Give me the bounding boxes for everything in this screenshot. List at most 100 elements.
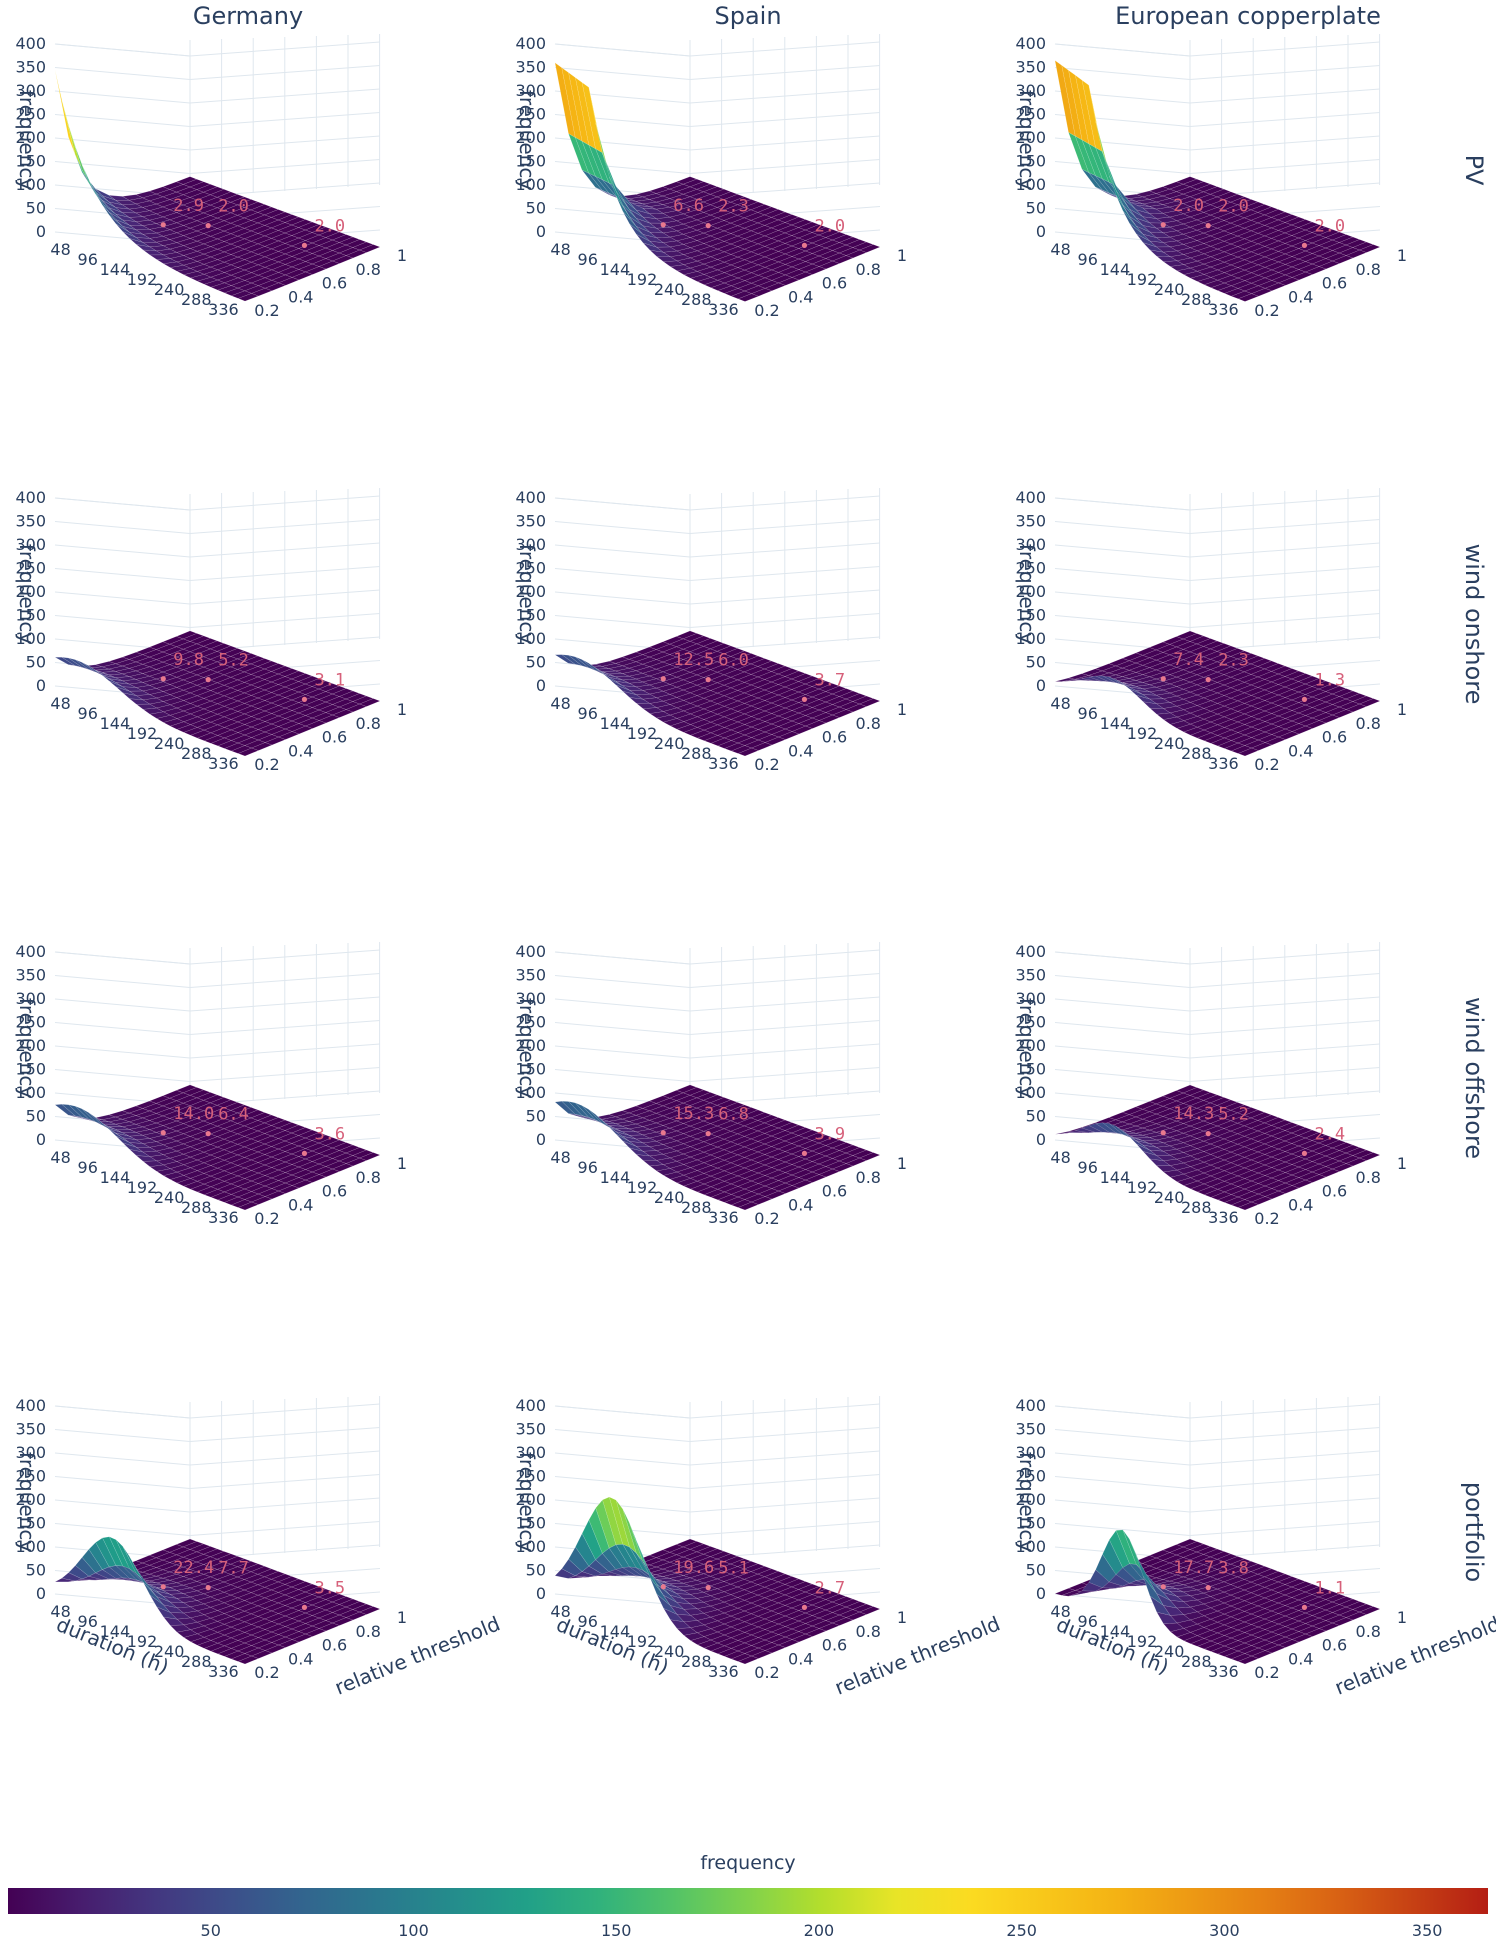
- y-tick-label: 0.8: [856, 1168, 881, 1187]
- x-tick-label: 48: [550, 694, 570, 713]
- panel-wind-onshore-european-copperplate: 0 50 100 150 200 250 300 350 400 frequency 48 96144…: [1015, 488, 1407, 774]
- y-tick-label: 1: [897, 700, 907, 719]
- x-tick-label: 192: [627, 270, 658, 289]
- annotation-marker: [301, 1150, 308, 1156]
- surface-cell: [1359, 1152, 1381, 1161]
- z-tick-label: 50: [526, 1561, 546, 1580]
- annotation-label: 2.4: [1314, 1124, 1345, 1144]
- surface-cell: [859, 698, 881, 707]
- annotation-marker: [660, 222, 666, 228]
- grid-line: [1054, 591, 1191, 605]
- panel-wind-offshore-spain: 0 50 100 150 200 250 300 350 400 frequency 48 96144…: [515, 942, 907, 1228]
- z-tick-label: 150: [1015, 606, 1046, 625]
- column-title-european-copperplate: European copperplate: [1115, 2, 1381, 30]
- x-tick-label: 336: [1208, 1208, 1239, 1227]
- y-tick-label: 0.8: [856, 260, 881, 279]
- y-tick-label: 1: [1397, 700, 1407, 719]
- annotation-label: 2.9: [173, 196, 204, 216]
- z-tick-label: 100: [1015, 1537, 1046, 1556]
- y-tick-label: 0.2: [254, 1209, 279, 1228]
- annotation-label: 17.7: [1173, 1558, 1214, 1578]
- annotation-label: 1.3: [1314, 670, 1345, 690]
- z-tick-label: 300: [15, 535, 46, 554]
- grid-line: [54, 1523, 191, 1536]
- x-tick-label: 48: [550, 240, 570, 259]
- y-tick-label: 1: [397, 1608, 407, 1627]
- x-tick-label: 192: [127, 724, 158, 743]
- x-tick-label: 144: [600, 1622, 631, 1641]
- y-tick-label: 0.8: [1356, 714, 1381, 733]
- annotation-label: 22.4: [173, 1558, 214, 1578]
- annotation-label: 7.7: [218, 1559, 249, 1579]
- y-tick-label: 0.8: [356, 1622, 381, 1641]
- column-title-germany: Germany: [193, 2, 303, 30]
- z-tick-label: 0: [36, 1584, 46, 1603]
- x-tick-label: 192: [1127, 724, 1158, 743]
- panel-pv-germany: 0 50 100 150 200 250 300 350 400 frequency 48 96144…: [15, 34, 407, 320]
- grid-line: [554, 1499, 691, 1513]
- grid-line: [54, 1045, 191, 1059]
- z-tick-label: 0: [36, 676, 46, 695]
- grid-line: [54, 43, 191, 57]
- x-tick-label: 144: [100, 1622, 131, 1641]
- surface-cell: [859, 244, 881, 253]
- grid-line: [54, 975, 191, 988]
- grid-line: [1054, 161, 1191, 174]
- z-tick-label: 50: [26, 199, 46, 218]
- y-tick-label: 0.2: [254, 1663, 279, 1682]
- grid-line: [54, 615, 191, 628]
- z-axis-label: frequency: [515, 544, 539, 644]
- z-tick-label: 350: [515, 58, 546, 77]
- z-tick-label: 400: [1015, 1396, 1046, 1415]
- x-tick-label: 144: [1100, 1622, 1131, 1641]
- z-tick-label: 350: [15, 966, 46, 985]
- z-tick-label: 300: [1015, 1443, 1046, 1462]
- x-tick-label: 240: [654, 734, 685, 753]
- z-tick-label: 150: [515, 606, 546, 625]
- x-tick-label: 336: [208, 754, 239, 773]
- z-tick-label: 150: [15, 152, 46, 171]
- z-tick-label: 250: [515, 105, 546, 124]
- z-tick-label: 0: [1036, 1584, 1046, 1603]
- surface: [1054, 630, 1381, 757]
- z-tick-label: 400: [515, 942, 546, 961]
- grid-line: [554, 568, 691, 581]
- z-tick-label: 300: [515, 81, 546, 100]
- y-tick-label: 1: [397, 700, 407, 719]
- x-tick-label: 48: [50, 694, 70, 713]
- annotation-marker: [1301, 1604, 1308, 1610]
- grid-line: [554, 1452, 691, 1466]
- y-tick-label: 0.8: [356, 1168, 381, 1187]
- grid-line: [1054, 67, 1191, 80]
- panel-pv-spain: 0 50 100 150 200 250 300 350 400 frequency 48 96144…: [515, 34, 907, 320]
- annotation-label: 3.6: [314, 1124, 345, 1144]
- z-tick-label: 200: [15, 1490, 46, 1509]
- annotation-label: 5.2: [218, 651, 249, 671]
- annotation-label: 6.0: [718, 651, 749, 671]
- x-tick-label: 240: [654, 1642, 685, 1661]
- z-tick-label: 250: [1015, 105, 1046, 124]
- surface: [54, 69, 381, 302]
- y-tick-label: 0.6: [322, 274, 347, 293]
- z-tick-label: 100: [15, 1537, 46, 1556]
- z-tick-label: 50: [1026, 199, 1046, 218]
- panel-portfolio-european-copperplate: 0 50 100 150 200 250 300 350 400 frequency 48 96144…: [1015, 1396, 1496, 1700]
- annotation-marker: [301, 696, 308, 702]
- y-tick-label: 0.4: [288, 1195, 313, 1214]
- x-tick-label: 288: [1181, 744, 1212, 763]
- z-tick-label: 150: [1015, 152, 1046, 171]
- y-tick-label: 0.4: [1288, 1195, 1313, 1214]
- x-tick-label: 336: [1208, 300, 1239, 319]
- y-tick-label: 0.2: [754, 1663, 779, 1682]
- annotation-label: 2.0: [1314, 216, 1345, 236]
- z-axis-label: frequency: [1015, 90, 1039, 190]
- z-tick-label: 200: [15, 1036, 46, 1055]
- annotation-marker: [1160, 222, 1166, 228]
- z-tick-label: 50: [526, 653, 546, 672]
- z-tick-label: 350: [1015, 966, 1046, 985]
- z-tick-label: 150: [1015, 1060, 1046, 1079]
- panel-portfolio-spain: 0 50 100 150 200 250 300 350 400 frequency 48 96144…: [515, 1396, 1003, 1700]
- y-tick-label: 0.8: [1356, 260, 1381, 279]
- y-tick-label: 0.4: [788, 287, 813, 306]
